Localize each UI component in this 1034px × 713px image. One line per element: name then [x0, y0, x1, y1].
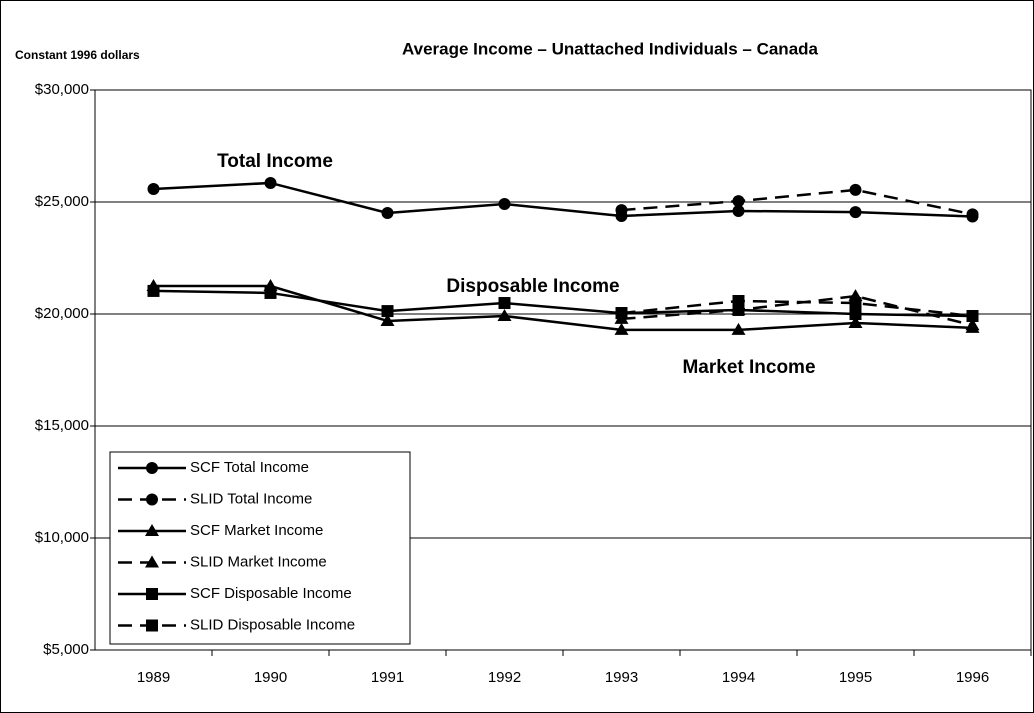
marker-square: [147, 284, 160, 297]
series-line: [621, 299, 973, 318]
marker-circle: [849, 183, 862, 196]
series-line: [153, 181, 973, 218]
series-line: [153, 284, 973, 332]
marker-square: [381, 305, 394, 318]
annotation: Disposable Income: [446, 276, 619, 297]
marker-triangle: [731, 322, 746, 335]
marker-square: [498, 297, 511, 310]
marker-triangle: [965, 318, 980, 331]
marker-square: [146, 588, 158, 600]
y-axis-label: Constant 1996 dollars: [15, 48, 140, 62]
marker-circle: [381, 206, 394, 219]
legend-label: SLID Total Income: [190, 490, 312, 507]
marker-circle: [146, 462, 158, 474]
y-tick-label: $15,000: [35, 417, 89, 434]
x-tick-label: 1993: [605, 669, 638, 686]
annotation: Market Income: [682, 357, 815, 378]
marker-square: [146, 619, 158, 632]
x-tick-label: 1992: [488, 669, 521, 686]
marker-triangle: [145, 524, 159, 536]
marker-triangle: [145, 555, 159, 568]
marker-square: [732, 295, 745, 308]
marker-circle: [966, 208, 979, 221]
legend-box: [109, 451, 411, 645]
marker-square: [966, 310, 979, 323]
x-tick-label: 1996: [956, 669, 989, 686]
legend-label: SCF Total Income: [190, 459, 309, 476]
x-tick-label: 1989: [137, 669, 170, 686]
marker-circle: [732, 204, 745, 217]
legend-label: SLID Disposable Income: [190, 616, 355, 633]
legend-label: SCF Market Income: [190, 522, 323, 539]
marker-circle: [732, 195, 745, 208]
marker-circle: [498, 198, 511, 211]
marker-circle: [146, 493, 158, 506]
legend-label: SCF Disposable Income: [190, 585, 352, 602]
y-tick-label: $10,000: [35, 529, 89, 546]
marker-square: [849, 308, 862, 320]
marker-square: [849, 297, 862, 310]
marker-square: [264, 286, 277, 299]
marker-square: [615, 307, 628, 320]
marker-circle: [147, 183, 160, 196]
marker-triangle: [614, 322, 629, 335]
marker-circle: [849, 206, 862, 219]
chart-title: Average Income – Unattached Individuals …: [402, 39, 819, 58]
x-tick-label: 1995: [839, 669, 872, 686]
marker-triangle: [380, 313, 395, 326]
y-tick-label: $20,000: [35, 305, 89, 322]
annotation: Total Income: [217, 151, 333, 172]
y-tick-label: $5,000: [43, 641, 89, 658]
legend-label: SLID Market Income: [190, 553, 327, 570]
marker-circle: [615, 204, 628, 217]
x-tick-label: 1990: [254, 669, 287, 686]
marker-triangle: [497, 309, 512, 322]
y-tick-label: $25,000: [35, 193, 89, 210]
y-tick-label: $30,000: [35, 81, 89, 98]
x-tick-label: 1994: [722, 669, 755, 686]
marker-circle: [264, 176, 277, 189]
series-line: [153, 289, 973, 318]
series-line: [621, 188, 973, 216]
x-tick-label: 1991: [371, 669, 404, 686]
marker-triangle: [848, 315, 863, 328]
